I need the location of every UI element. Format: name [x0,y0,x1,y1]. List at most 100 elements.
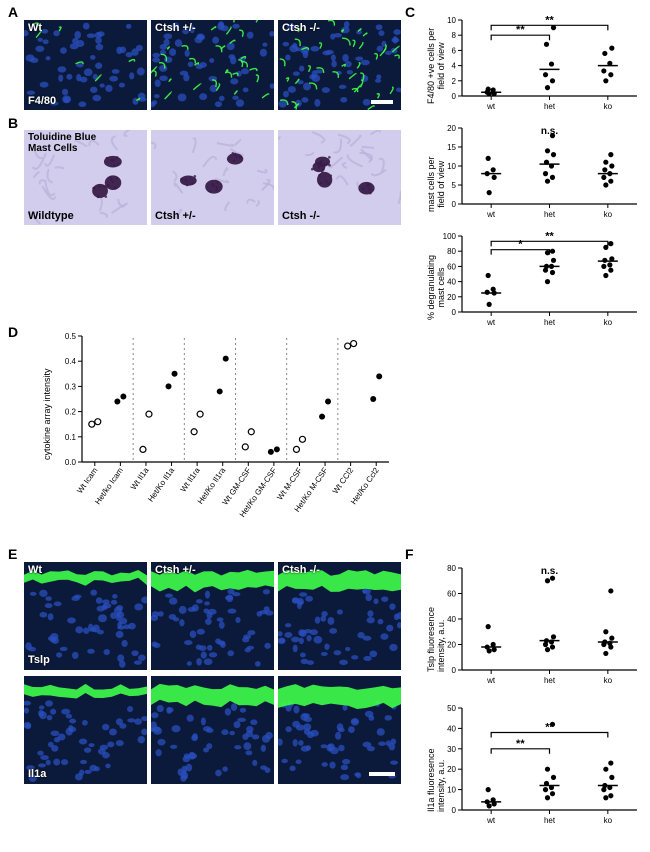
svg-text:100: 100 [443,232,457,241]
panel-label-f: F [405,546,414,562]
svg-text:0.3: 0.3 [65,382,77,391]
panel-label-b: B [8,115,18,131]
panel-c-chart: 0 2 4 6 8 10 wt het ko ** ** [428,12,643,116]
svg-text:60: 60 [447,262,456,271]
y-axis-label: Tslp fluoresence intensity, a.u. [426,607,446,672]
svg-text:**: ** [516,24,525,36]
stain-label: Tslp [28,654,50,666]
svg-text:ko: ko [604,102,613,111]
y-axis-label: cytokine array intensity [42,368,52,460]
micrograph-genotype-label: Ctsh -/- [282,210,320,222]
panel-d: 0.00.10.20.30.40.5Wt IcamHet/ko IcamWt I… [40,330,395,540]
svg-text:wt: wt [486,676,496,685]
svg-text:8: 8 [452,31,457,40]
svg-text:het: het [544,210,556,219]
svg-text:10: 10 [447,16,456,25]
svg-text:0: 0 [452,200,457,209]
svg-text:0: 0 [452,308,457,317]
svg-text:40: 40 [447,724,456,733]
svg-text:wt: wt [486,102,496,111]
svg-text:6: 6 [452,46,457,55]
svg-text:n.s.: n.s. [541,566,558,577]
svg-text:20: 20 [447,765,456,774]
svg-text:15: 15 [447,143,456,152]
svg-text:0: 0 [452,806,457,815]
svg-text:Wt Il1ra: Wt Il1ra [179,466,202,494]
stain-label: Il1a [28,768,46,780]
svg-text:20: 20 [447,124,456,133]
stain-label: F4/80 [28,95,56,107]
panel-label-a: A [8,4,18,20]
panel-f-chart: 0 20 40 60 80 wt het ko n.s. [428,560,643,690]
svg-text:0: 0 [452,92,457,101]
svg-text:30: 30 [447,745,456,754]
svg-text:ko: ko [604,318,613,327]
svg-text:0.2: 0.2 [65,408,77,417]
svg-text:40: 40 [447,615,456,624]
panel-label-c: C [405,4,415,20]
svg-text:Wt M-CSF: Wt M-CSF [275,466,304,502]
svg-text:0.0: 0.0 [65,458,77,467]
svg-text:50: 50 [447,704,456,713]
panel-c-chart: 020406080100wthetko*** [428,228,643,332]
svg-text:ko: ko [604,210,613,219]
scale-bar [369,772,395,776]
svg-text:**: ** [516,738,525,750]
svg-text:ko: ko [604,676,613,685]
svg-text:het: het [544,318,556,327]
panel-e-micrograph [278,676,401,784]
y-axis-label: % degranulating mast cells [426,255,446,320]
svg-text:*: * [518,239,523,251]
svg-text:20: 20 [447,641,456,650]
svg-text:wt: wt [486,816,496,825]
svg-text:n.s.: n.s. [541,126,558,137]
micrograph-genotype-label: Ctsh +/- [155,210,196,222]
svg-text:10: 10 [447,786,456,795]
svg-text:**: ** [545,14,554,26]
svg-text:**: ** [545,230,554,242]
scale-bar [371,100,393,104]
svg-text:80: 80 [447,564,456,573]
svg-text:5: 5 [452,181,457,190]
panel-e-micrograph [151,676,274,784]
micrograph-genotype-label: Ctsh -/- [282,564,320,576]
svg-text:Het/Ko Il1a: Het/Ko Il1a [146,466,176,504]
y-axis-label: Il1a fluoresence intensity, a.u. [426,748,446,812]
panel-e-micrograph [278,562,401,670]
svg-text:Wt CCl2: Wt CCl2 [331,466,356,496]
svg-text:ko: ko [604,816,613,825]
figure-root: A B C D E F Wt Ctsh +/- Ctsh -/- F4/80 Wild… [0,0,650,852]
panel-f-chart: 0 10 20 30 40 50 wt het ko ** ** [428,700,643,830]
y-axis-label: mast cells per field of view [426,156,446,212]
svg-text:het: het [544,676,556,685]
svg-text:Wt Icam: Wt Icam [75,466,99,495]
svg-text:0.4: 0.4 [65,357,77,366]
svg-text:wt: wt [486,318,496,327]
panel-c-chart: 0 5 10 15 20 wt het ko n.s. [428,120,643,224]
panel-label-e: E [8,546,17,562]
micrograph-genotype-label: Wt [28,22,42,34]
svg-text:60: 60 [447,590,456,599]
micrograph-genotype-label: Ctsh +/- [155,564,196,576]
stain-label: Toluidine Blue Mast Cells [28,132,96,154]
svg-text:0.5: 0.5 [65,332,77,341]
svg-text:wt: wt [486,210,496,219]
panel-label-d: D [8,324,18,340]
svg-text:80: 80 [447,247,456,256]
micrograph-genotype-label: Ctsh +/- [155,22,196,34]
svg-text:4: 4 [452,62,457,71]
svg-text:0: 0 [452,666,457,675]
y-axis-label: F4/80 +ve cells per field of view [426,28,446,104]
svg-text:2: 2 [452,77,457,86]
svg-text:20: 20 [447,293,456,302]
micrograph-genotype-label: Wildtype [28,210,74,222]
svg-text:10: 10 [447,162,456,171]
svg-text:**: ** [545,721,554,733]
svg-text:het: het [544,816,556,825]
svg-text:0.1: 0.1 [65,433,77,442]
svg-text:het: het [544,102,556,111]
svg-text:40: 40 [447,278,456,287]
svg-text:Wt Il1a: Wt Il1a [129,466,151,492]
panel-e-micrograph [151,562,274,670]
micrograph-genotype-label: Ctsh -/- [282,22,320,34]
